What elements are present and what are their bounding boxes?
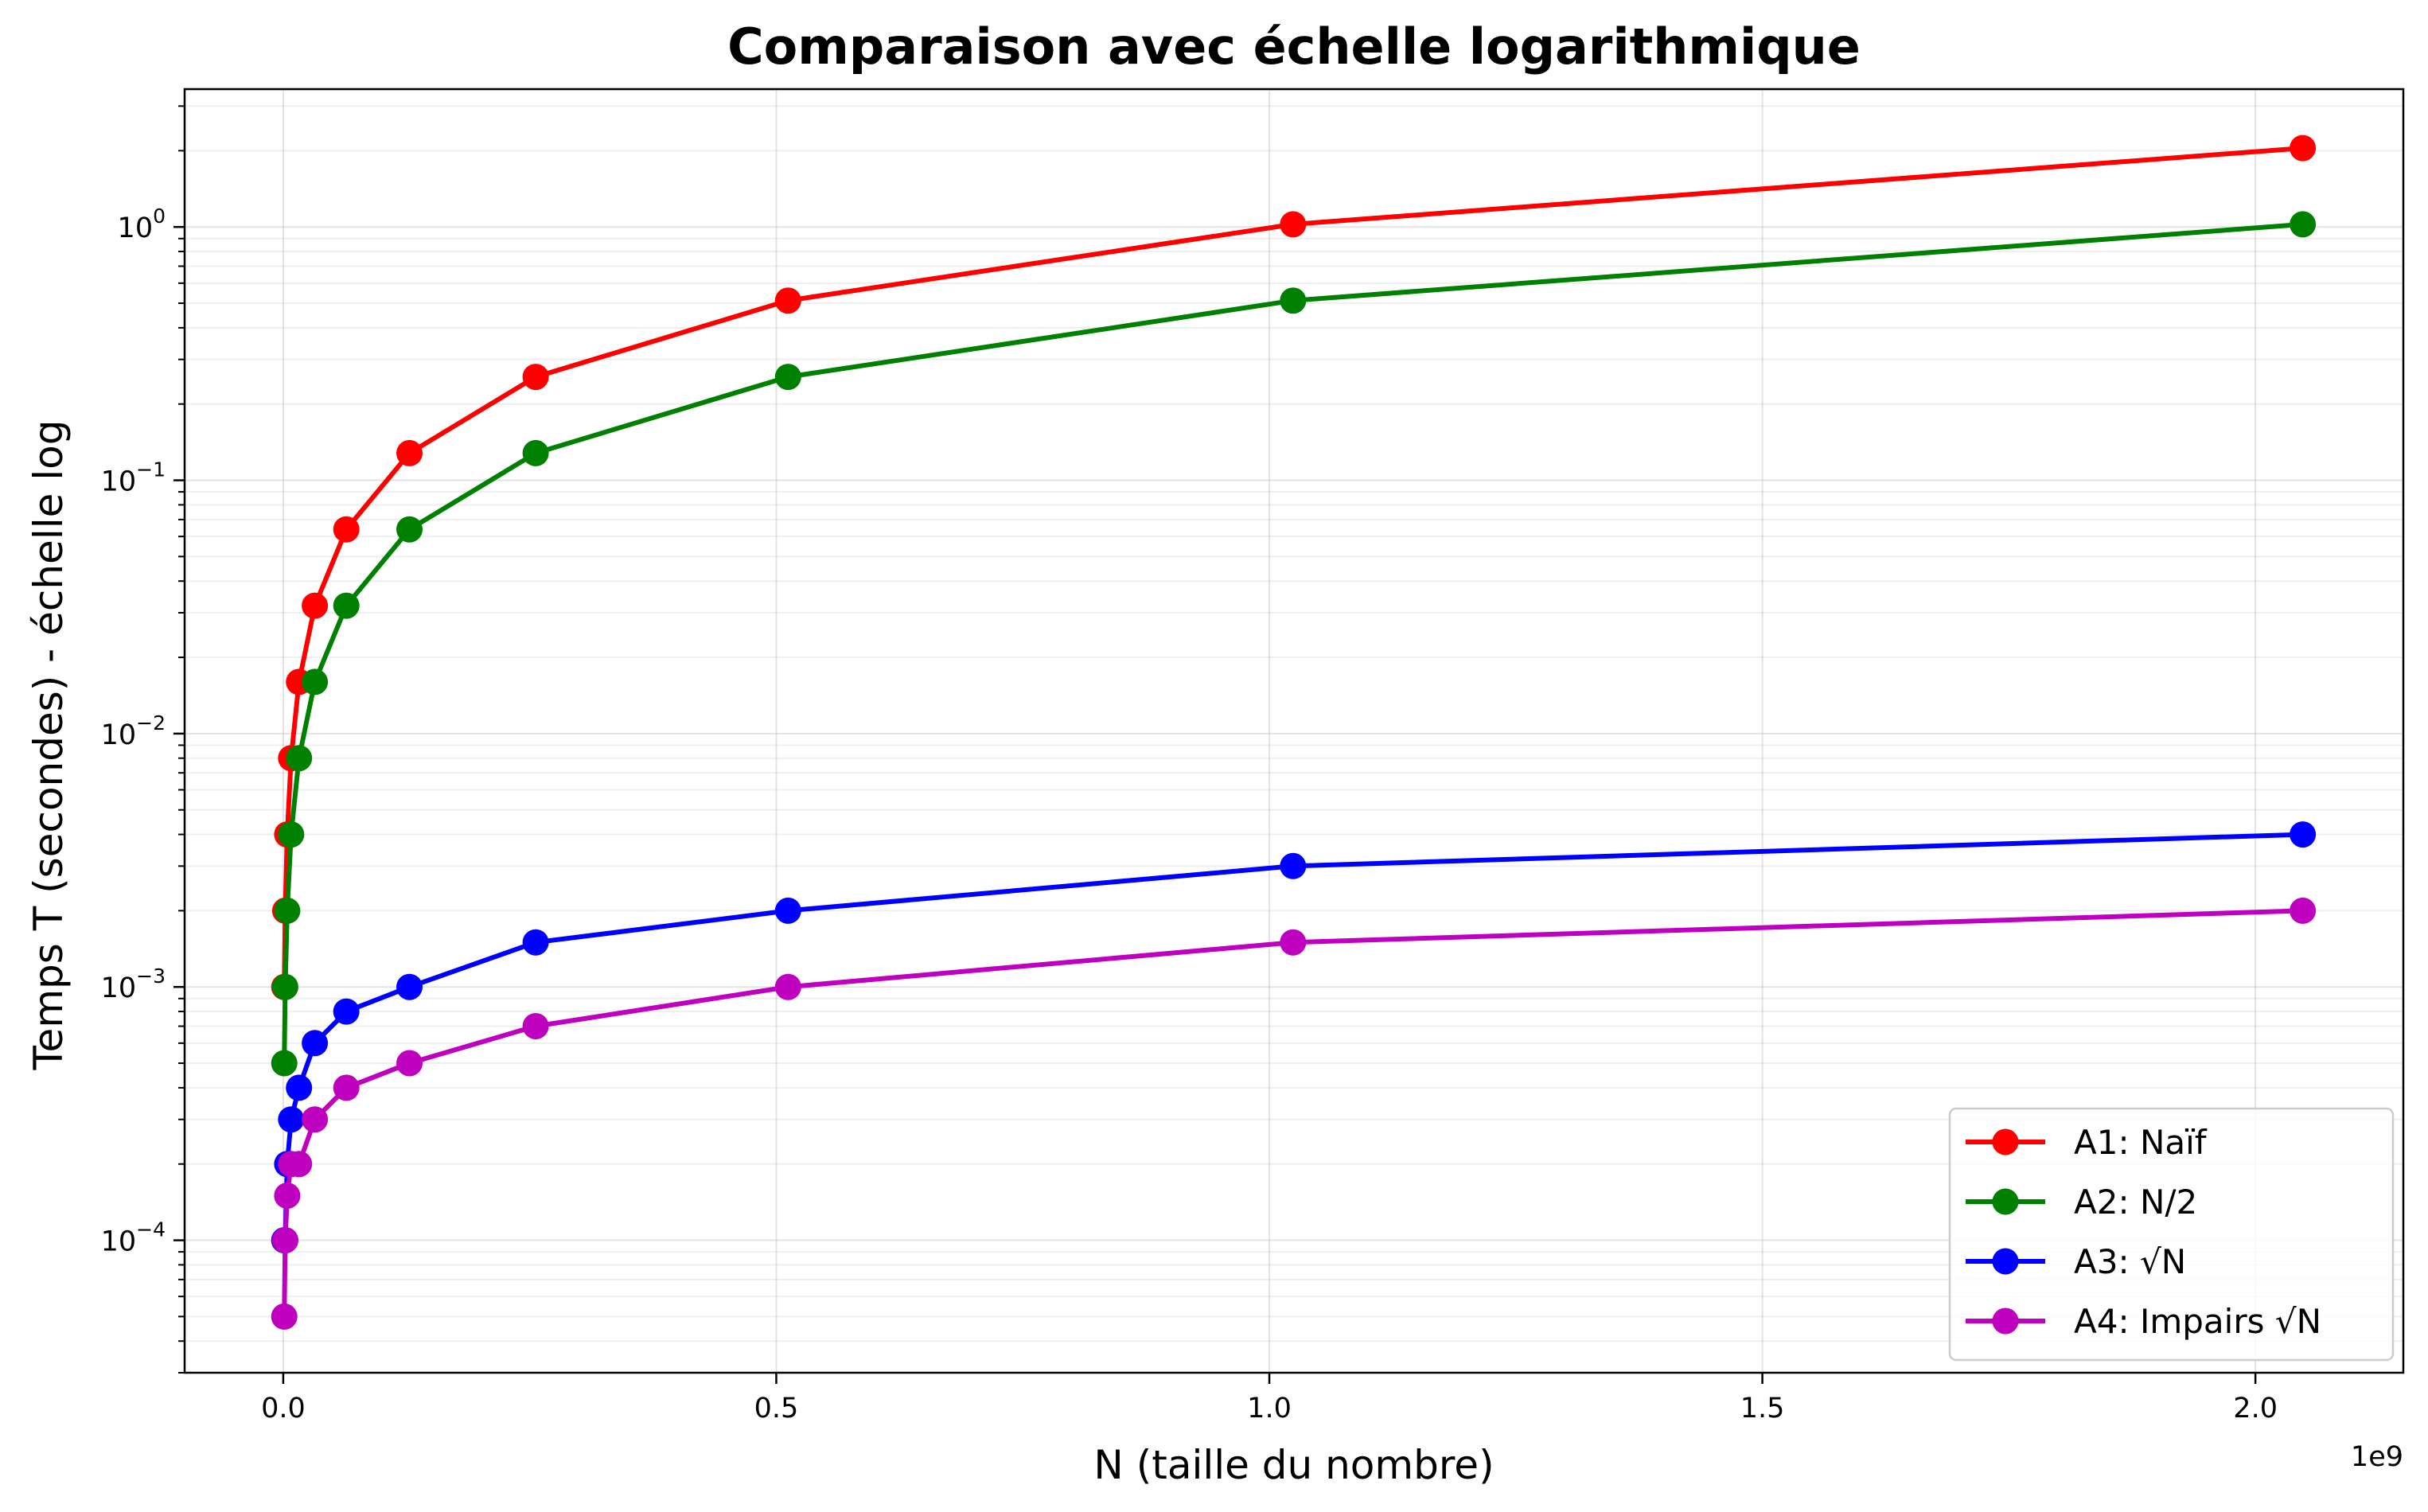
- data-point: [2290, 134, 2317, 162]
- data-point: [286, 1151, 313, 1178]
- axis-ticks: 0.0 0.5 1.0 1.5 2.0 10−4 10−3 10−2 10−1 100: [101, 105, 2278, 1424]
- legend-marker: [1992, 1307, 2019, 1335]
- y-tick-label: 10−4: [101, 1218, 166, 1258]
- data-point: [396, 973, 423, 1000]
- data-point: [278, 1106, 305, 1133]
- legend-marker: [1992, 1188, 2019, 1215]
- data-point: [271, 1303, 298, 1330]
- legend-item: A3: √N: [1966, 1242, 2186, 1281]
- data-point: [2290, 211, 2317, 238]
- data-point: [302, 1030, 329, 1057]
- legend-item: A2: N/2: [1966, 1183, 2197, 1222]
- data-point: [396, 439, 423, 466]
- x-offset-label: 1e9: [2351, 1441, 2403, 1473]
- chart-title: Comparaison avec échelle logarithmique: [727, 18, 1861, 76]
- plot-series: [271, 134, 2317, 1330]
- data-point: [302, 592, 329, 619]
- plot-frame: [183, 88, 2405, 1374]
- data-point: [522, 439, 549, 466]
- legend-label: A2: N/2: [2074, 1183, 2197, 1222]
- x-tick-label: 1.0: [1247, 1393, 1292, 1424]
- legend: A1: Naïf A2: N/2 A3: √N A4: Impairs √N: [1948, 1107, 2395, 1362]
- legend-marker: [1992, 1128, 2019, 1155]
- data-point: [271, 1227, 298, 1253]
- y-tick-label: 100: [118, 205, 166, 244]
- legend-item: A4: Impairs √N: [1966, 1302, 2321, 1341]
- y-tick-label: 10−3: [101, 964, 166, 1004]
- legend-marker: [1992, 1248, 2019, 1275]
- data-point: [333, 516, 360, 543]
- x-tick-label: 2.0: [2233, 1393, 2278, 1424]
- x-tick-label: 0.5: [754, 1393, 799, 1424]
- data-point: [2290, 821, 2317, 848]
- data-point: [333, 1074, 360, 1101]
- data-point: [1280, 852, 1307, 879]
- x-tick-label: 0.0: [261, 1393, 306, 1424]
- data-point: [1280, 287, 1307, 314]
- data-point: [396, 1050, 423, 1077]
- data-point: [2290, 897, 2317, 924]
- data-point: [302, 1106, 329, 1133]
- data-point: [274, 897, 301, 924]
- y-axis-label: Temps T (secondes) - échelle log: [25, 420, 72, 1071]
- data-point: [522, 364, 549, 391]
- data-point: [333, 998, 360, 1025]
- data-point: [522, 1013, 549, 1039]
- data-point: [522, 929, 549, 956]
- data-point: [333, 592, 360, 619]
- y-tick-label: 10−1: [101, 458, 166, 498]
- data-point: [286, 745, 313, 772]
- data-point: [774, 364, 801, 391]
- data-point: [774, 287, 801, 314]
- legend-item: A1: Naïf: [1966, 1123, 2208, 1162]
- data-point: [1280, 929, 1307, 956]
- legend-box: [1948, 1107, 2395, 1362]
- data-point: [1280, 211, 1307, 238]
- legend-label: A4: Impairs √N: [2074, 1302, 2321, 1341]
- data-point: [302, 668, 329, 696]
- data-point: [271, 973, 298, 1000]
- data-point: [286, 1074, 313, 1101]
- legend-label: A3: √N: [2074, 1242, 2186, 1281]
- data-point: [274, 1183, 301, 1209]
- series-2: [271, 211, 2317, 1077]
- x-axis-label: N (taille du nombre): [1093, 1442, 1494, 1488]
- series-4: [271, 897, 2317, 1330]
- data-point: [774, 897, 801, 924]
- legend-label: A1: Naïf: [2074, 1123, 2208, 1162]
- y-tick-label: 10−2: [101, 711, 166, 751]
- data-point: [271, 1050, 298, 1077]
- data-point: [278, 821, 305, 848]
- data-point: [774, 973, 801, 1000]
- x-tick-label: 1.5: [1740, 1393, 1785, 1424]
- data-point: [396, 516, 423, 543]
